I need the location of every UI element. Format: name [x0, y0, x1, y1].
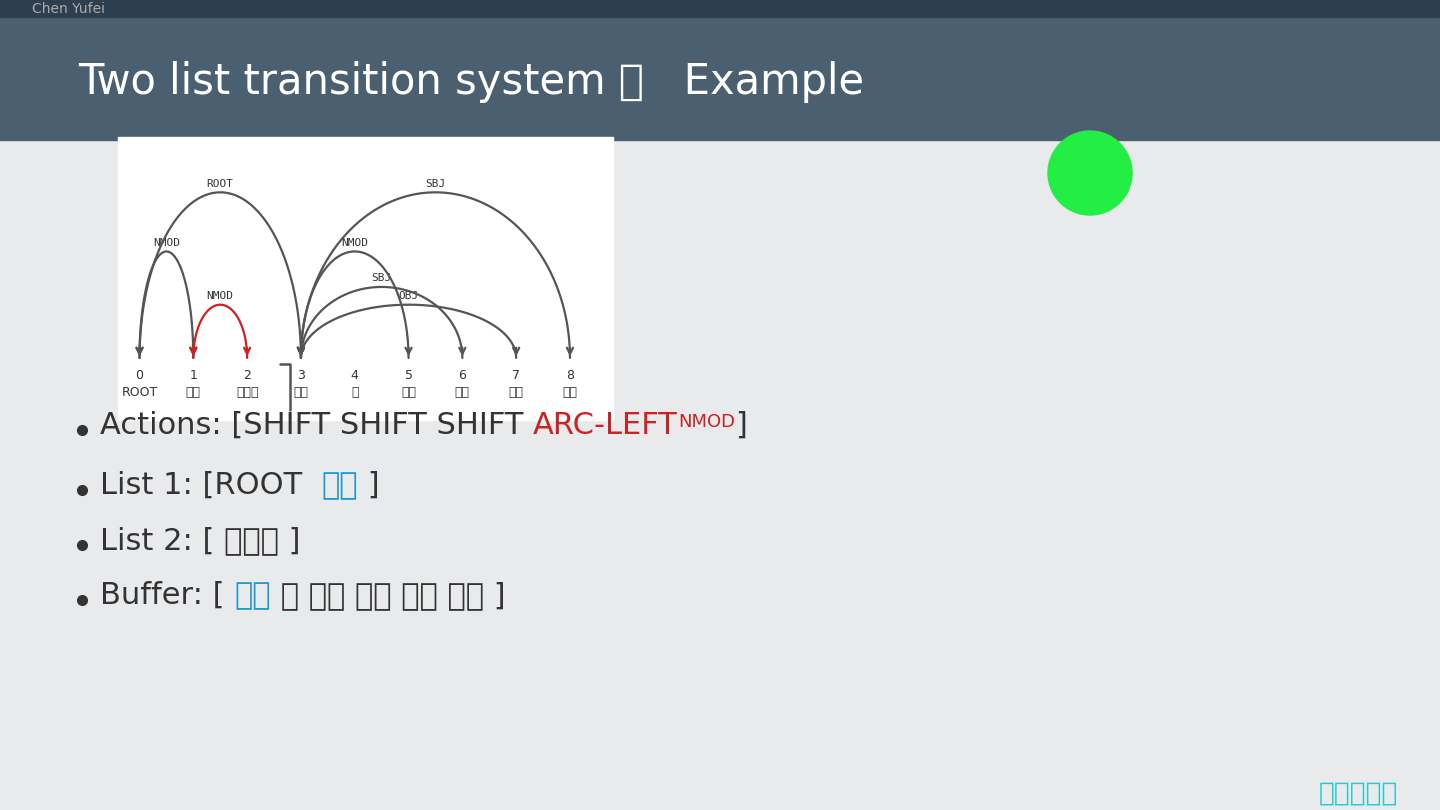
Circle shape [1048, 131, 1132, 215]
Text: ]: ] [359, 471, 380, 500]
Text: Buffer: [: Buffer: [ [99, 581, 235, 610]
Text: ROOT: ROOT [121, 386, 157, 399]
Text: Actions: [SHIFT SHIFT SHIFT: Actions: [SHIFT SHIFT SHIFT [99, 411, 533, 440]
Text: 8: 8 [566, 369, 575, 382]
Text: 进出口: 进出口 [236, 386, 258, 399]
Text: SBJ: SBJ [425, 179, 445, 189]
Text: 中国: 中国 [402, 386, 416, 399]
Text: 4: 4 [351, 369, 359, 382]
Text: 7: 7 [513, 369, 520, 382]
Text: 1: 1 [190, 369, 197, 382]
Text: 银行: 银行 [235, 581, 271, 610]
Bar [0, 0, 1440, 17]
Text: NMOD: NMOD [153, 238, 180, 248]
Text: 2: 2 [243, 369, 251, 382]
Text: Two list transition system ：   Example: Two list transition system ： Example [78, 61, 864, 103]
Text: 银行: 银行 [455, 386, 469, 399]
Text: 合作: 合作 [563, 386, 577, 399]
Text: NMOD: NMOD [341, 238, 369, 248]
Text: 中国: 中国 [321, 471, 359, 500]
Text: NMOD: NMOD [678, 413, 734, 431]
Bar [0, 17, 1440, 140]
Text: 与 中国 银行 加强 合作 ]: 与 中国 银行 加强 合作 ] [271, 581, 505, 610]
Text: OBJ: OBJ [399, 291, 419, 301]
Bar [118, 137, 613, 420]
Text: 6: 6 [458, 369, 467, 382]
Text: 5: 5 [405, 369, 412, 382]
Text: List 1: [ROOT: List 1: [ROOT [99, 471, 321, 500]
Text: ARC-LEFT: ARC-LEFT [533, 411, 678, 440]
Text: ROOT: ROOT [207, 179, 233, 189]
Text: List 2: [ 进出口 ]: List 2: [ 进出口 ] [99, 526, 301, 555]
Text: NMOD: NMOD [207, 291, 233, 301]
Text: 0: 0 [135, 369, 144, 382]
Text: 与: 与 [351, 386, 359, 399]
Text: 银行: 银行 [294, 386, 308, 399]
Text: SBJ: SBJ [372, 274, 392, 284]
Text: ]: ] [734, 411, 747, 440]
Text: 3: 3 [297, 369, 305, 382]
Text: 自动秒链接: 自动秒链接 [1319, 781, 1398, 807]
Text: 中国: 中国 [186, 386, 200, 399]
Text: Chen Yufei: Chen Yufei [32, 2, 105, 16]
Text: 加强: 加强 [508, 386, 524, 399]
